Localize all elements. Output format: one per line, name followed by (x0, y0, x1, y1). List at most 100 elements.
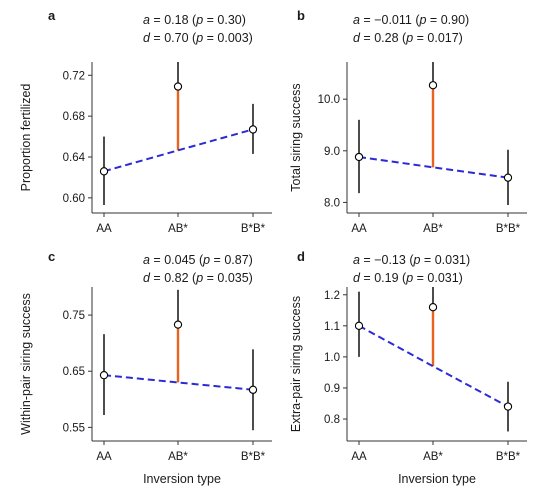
stat_d-value: 0.70 (164, 31, 188, 45)
stat_d-eq: = (150, 31, 164, 45)
stat_a-eq: = (150, 13, 164, 27)
stat_d-p-symbol: p (405, 31, 413, 45)
y-axis-label: Total siring success (289, 83, 303, 191)
stat_a-p-eq: = (203, 13, 217, 27)
stat_a-p-value: 0.90 (441, 13, 465, 27)
stat_d-paren-open: ( (189, 31, 197, 45)
stat_d-value: 0.19 (374, 271, 398, 285)
y-tick-label: 10.0 (318, 94, 340, 106)
stat_a-value: 0.045 (164, 253, 195, 267)
stat_d-eq: = (360, 271, 374, 285)
stat-a-text: a = 0.18 (p = 0.30) (143, 13, 246, 27)
stat-d-text: d = 0.28 (p = 0.017) (353, 31, 463, 45)
x-axis-label: Inversion type (398, 472, 476, 486)
stat_d-p-value: 0.031 (427, 271, 458, 285)
stat_d-paren-open: ( (399, 31, 407, 45)
stat_d-symbol: d (143, 271, 151, 285)
mean-point-AB* (428, 303, 438, 312)
stat_a-p-eq: = (210, 253, 224, 267)
x-tick-label: AB* (423, 223, 443, 235)
x-tick-label: B*B* (241, 223, 266, 235)
y-tick-label: 0.9 (324, 383, 340, 395)
stat_a-p-symbol: p (202, 253, 210, 267)
stat_d-eq: = (360, 31, 374, 45)
y-tick-label: 0.68 (63, 111, 85, 123)
additive-trend-line (358, 324, 509, 408)
stat_a-p-symbol: p (419, 13, 427, 27)
x-tick-label: B*B* (241, 451, 266, 463)
x-tick-label: AB* (168, 223, 188, 235)
x-tick-label: AA (351, 451, 367, 463)
stat_a-paren-close: ) (466, 253, 470, 267)
stat_d-paren-open: ( (189, 271, 197, 285)
mean-point-AA (354, 321, 364, 330)
y-axis-label: Extra-pair siring success (289, 296, 303, 432)
stat_a-paren-open: ( (189, 13, 197, 27)
stat_d-paren-close: ) (249, 271, 253, 285)
x-tick-label: B*B* (496, 451, 521, 463)
stat_d-value: 0.28 (374, 31, 398, 45)
mean-point-AB* (173, 320, 183, 329)
stat_a-value: −0.13 (374, 253, 406, 267)
x-tick-label: AB* (168, 451, 188, 463)
mean-point-AA (99, 167, 109, 176)
y-tick-label: 1.1 (324, 321, 340, 333)
stat_d-p-value: 0.017 (427, 31, 458, 45)
stat_a-value: 0.18 (164, 13, 188, 27)
stat_a-p-symbol: p (412, 253, 420, 267)
stat_d-eq: = (150, 271, 164, 285)
stat_d-symbol: d (353, 31, 361, 45)
stat_a-p-value: 0.30 (217, 13, 241, 27)
y-tick-label: 0.65 (63, 366, 85, 378)
stat_a-eq: = (360, 13, 374, 27)
y-tick-label: 0.75 (63, 310, 85, 322)
stat_a-p-eq: = (426, 13, 440, 27)
stat_a-paren-open: ( (406, 253, 414, 267)
stat_a-paren-close: ) (242, 13, 246, 27)
stat-d-text: d = 0.70 (p = 0.003) (143, 31, 253, 45)
stat_d-p-eq: = (413, 31, 427, 45)
stat_a-eq: = (360, 253, 374, 267)
x-tick-label: B*B* (496, 223, 521, 235)
panel-letter: a (48, 8, 56, 23)
stat_d-p-eq: = (203, 271, 217, 285)
stat_a-p-symbol: p (195, 13, 203, 27)
x-tick-label: AA (96, 223, 112, 235)
stat_d-p-value: 0.003 (217, 31, 248, 45)
stat_d-value: 0.82 (164, 271, 188, 285)
additive-trend-line (103, 128, 254, 173)
stat_d-p-eq: = (203, 31, 217, 45)
stat_d-paren-close: ) (459, 31, 463, 45)
mean-point-AB* (428, 81, 438, 90)
stat_d-paren-close: ) (249, 31, 253, 45)
stat_a-p-value: 0.031 (435, 253, 466, 267)
mean-point-AB* (173, 82, 183, 91)
y-tick-label: 0.8 (324, 414, 340, 426)
x-axis-label: Inversion type (143, 472, 221, 486)
stat_a-symbol: a (353, 13, 360, 27)
stat_d-symbol: d (353, 271, 361, 285)
stat_d-paren-open: ( (399, 271, 407, 285)
stat_a-p-eq: = (420, 253, 434, 267)
stat-a-text: a = −0.011 (p = 0.90) (353, 13, 469, 27)
y-tick-label: 1.2 (324, 290, 340, 302)
mean-point-B*B* (248, 125, 258, 134)
mean-point-AA (354, 152, 364, 162)
stat-a-text: a = −0.13 (p = 0.031) (353, 253, 470, 267)
x-tick-label: AB* (423, 451, 443, 463)
stat_d-symbol: d (143, 31, 151, 45)
stat_a-p-value: 0.87 (224, 253, 248, 267)
y-axis-label: Within-pair siring success (19, 293, 33, 435)
y-tick-label: 0.60 (63, 193, 85, 205)
panel-letter: d (297, 249, 305, 264)
x-tick-label: AA (351, 223, 367, 235)
mean-point-B*B* (248, 385, 258, 394)
mean-point-B*B* (503, 173, 513, 182)
stat_a-symbol: a (143, 253, 150, 267)
stat_a-symbol: a (353, 253, 360, 267)
stat_d-paren-close: ) (459, 271, 463, 285)
stat_a-eq: = (150, 253, 164, 267)
additive-trend-line (358, 155, 509, 179)
